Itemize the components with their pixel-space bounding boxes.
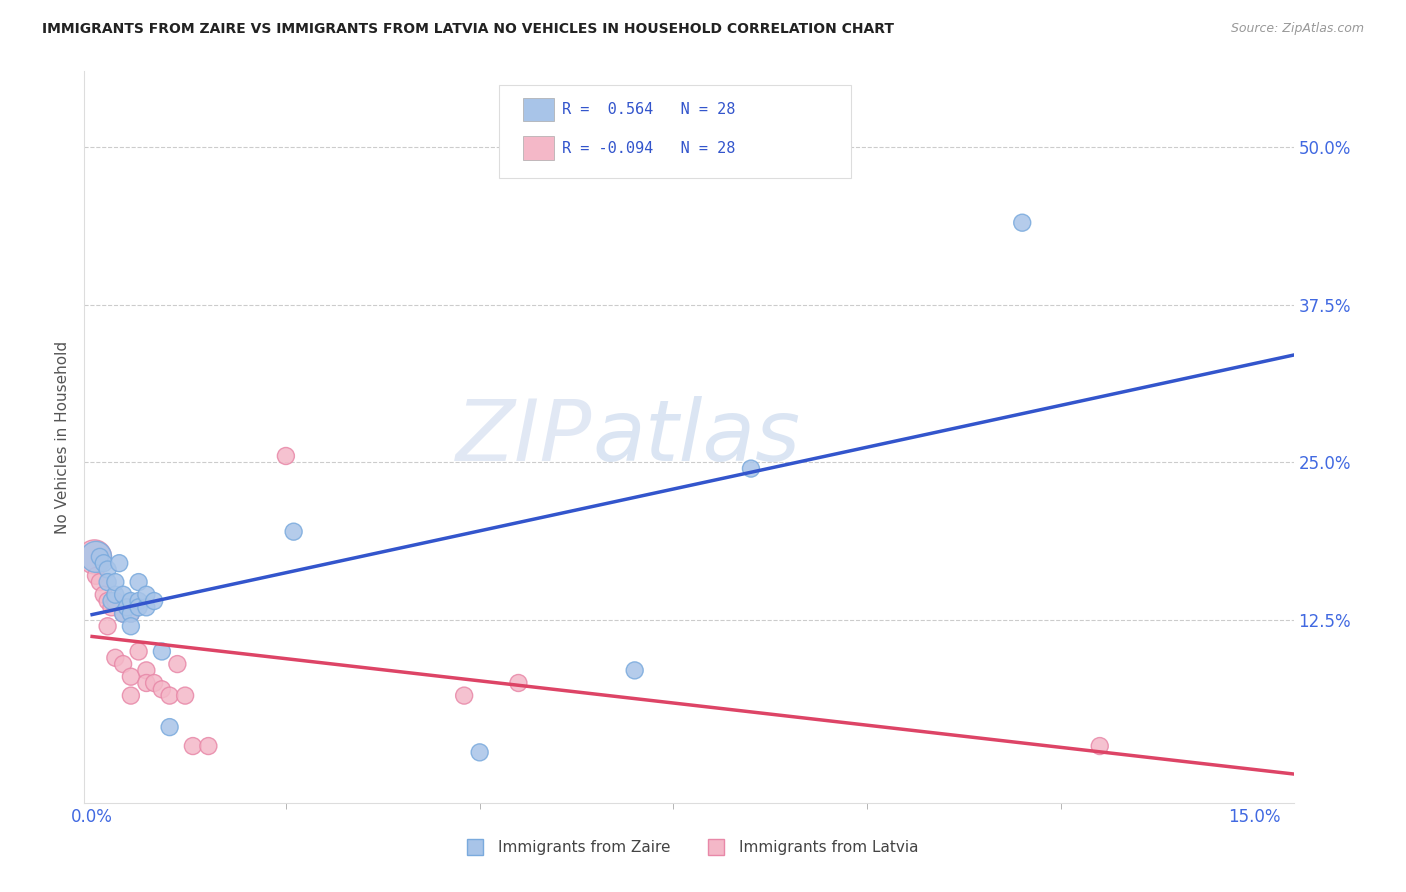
Legend: Immigrants from Zaire, Immigrants from Latvia: Immigrants from Zaire, Immigrants from L… [453, 834, 925, 861]
Point [508, 676, 530, 690]
Point [135, 588, 157, 602]
Point [100, 600, 122, 615]
Point [83, 549, 105, 564]
Point [159, 720, 181, 734]
Point [89, 549, 111, 564]
Point [1088, 739, 1111, 753]
Point [143, 594, 166, 608]
Point [97, 575, 120, 590]
Text: ZIP: ZIP [456, 395, 592, 479]
Point [135, 664, 157, 678]
Point [166, 657, 188, 671]
Point [112, 588, 135, 602]
Text: R =  0.564   N = 28: R = 0.564 N = 28 [562, 103, 735, 117]
Point [120, 607, 142, 621]
Point [120, 689, 142, 703]
Point [104, 650, 127, 665]
Point [135, 600, 157, 615]
Point [150, 682, 173, 697]
Point [112, 607, 135, 621]
Y-axis label: No Vehicles in Household: No Vehicles in Household [55, 341, 70, 533]
Point [197, 739, 219, 753]
Point [274, 449, 297, 463]
Point [128, 594, 150, 608]
Point [135, 676, 157, 690]
Point [100, 594, 122, 608]
Point [143, 676, 166, 690]
Point [468, 745, 491, 759]
Text: R = -0.094   N = 28: R = -0.094 N = 28 [562, 141, 735, 155]
Point [115, 600, 138, 615]
Point [108, 556, 131, 570]
Point [112, 607, 135, 621]
Text: IMMIGRANTS FROM ZAIRE VS IMMIGRANTS FROM LATVIA NO VEHICLES IN HOUSEHOLD CORRELA: IMMIGRANTS FROM ZAIRE VS IMMIGRANTS FROM… [42, 22, 894, 37]
Text: atlas: atlas [592, 395, 800, 479]
Point [623, 664, 645, 678]
Point [93, 556, 115, 570]
Point [283, 524, 305, 539]
Point [128, 575, 150, 590]
Point [120, 594, 142, 608]
Point [159, 689, 181, 703]
Point [453, 689, 475, 703]
Point [89, 575, 111, 590]
Point [112, 657, 135, 671]
Point [740, 461, 762, 475]
Point [120, 607, 142, 621]
Point [104, 575, 127, 590]
Point [97, 594, 120, 608]
Point [104, 588, 127, 602]
Point [84, 549, 107, 564]
Point [150, 644, 173, 658]
Point [128, 644, 150, 658]
Point [84, 569, 107, 583]
Point [93, 588, 115, 602]
Text: Source: ZipAtlas.com: Source: ZipAtlas.com [1230, 22, 1364, 36]
Point [128, 600, 150, 615]
Point [1011, 216, 1033, 230]
Point [181, 739, 204, 753]
Point [97, 562, 120, 576]
Point [104, 594, 127, 608]
Point [120, 670, 142, 684]
Point [97, 619, 120, 633]
Point [174, 689, 197, 703]
Point [120, 619, 142, 633]
